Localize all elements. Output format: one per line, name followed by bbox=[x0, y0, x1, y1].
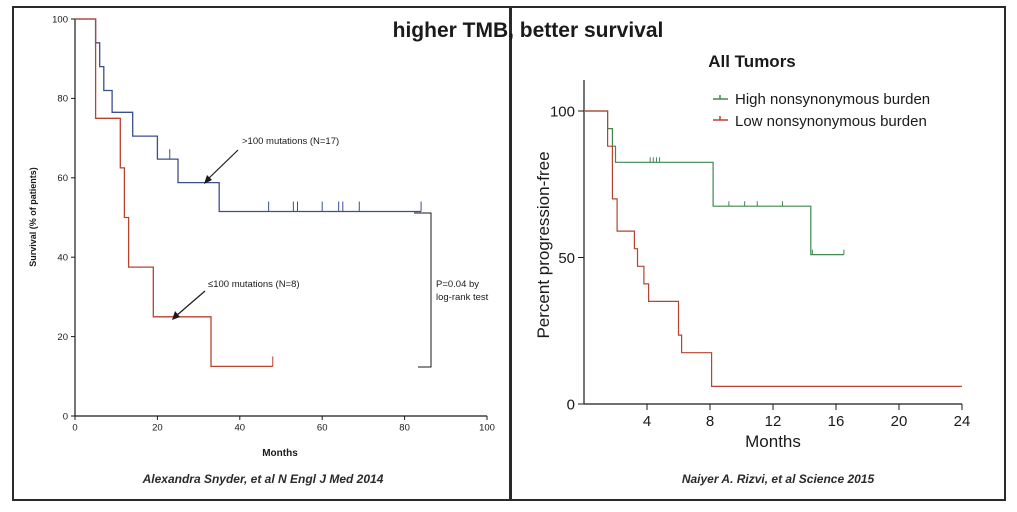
pvalue-bracket bbox=[414, 212, 432, 368]
left-panel-frame bbox=[12, 6, 511, 501]
left-series-line-0 bbox=[75, 18, 422, 213]
left-citation: Alexandra Snyder, et al N Engl J Med 201… bbox=[142, 472, 384, 486]
left-y-tick-label: 40 bbox=[57, 253, 68, 264]
left-x-tick-label: 80 bbox=[399, 423, 410, 434]
left-series-group bbox=[75, 18, 422, 368]
pvalue-text-line2: log-rank test bbox=[436, 292, 489, 303]
left-axes bbox=[74, 19, 487, 417]
right-x-tick-label: 24 bbox=[954, 413, 971, 430]
right-panel-frame bbox=[510, 6, 1006, 501]
legend-label-low: Low nonsynonymous burden bbox=[735, 113, 927, 130]
right-ticks-group: 4 8 12 16 20 24 0 50 100 bbox=[550, 103, 970, 430]
slide-title: higher TMB, better survival bbox=[393, 19, 664, 42]
right-y-axis-label: Percent progression-free bbox=[534, 151, 553, 338]
right-y-tick-label: 0 bbox=[567, 396, 575, 413]
right-x-tick-label: 16 bbox=[828, 413, 845, 430]
pvalue-text-line1: P=0.04 by bbox=[436, 279, 479, 290]
left-high-label: >100 mutations (N=17) bbox=[242, 136, 339, 147]
left-gridlines: 0 20 40 60 80 100 0 20 40 60 80 100 bbox=[52, 14, 495, 433]
right-y-tick-label: 100 bbox=[550, 103, 575, 120]
left-y-tick-label: 0 bbox=[63, 411, 68, 422]
left-high-arrowhead bbox=[204, 175, 212, 184]
right-series-group bbox=[584, 110, 962, 387]
left-y-tick-label: 20 bbox=[57, 332, 68, 343]
left-y-tick-label: 80 bbox=[57, 94, 68, 105]
legend-label-high: High nonsynonymous burden bbox=[735, 91, 930, 108]
left-x-tick-label: 60 bbox=[317, 423, 328, 434]
right-x-tick-label: 20 bbox=[891, 413, 908, 430]
right-x-tick-label: 8 bbox=[706, 413, 714, 430]
right-citation: Naiyer A. Rizvi, et al Science 2015 bbox=[682, 472, 875, 486]
left-y-tick-label: 60 bbox=[57, 173, 68, 184]
left-x-tick-label: 0 bbox=[72, 423, 77, 434]
left-x-tick-label: 40 bbox=[235, 423, 246, 434]
left-series-line-1 bbox=[75, 18, 273, 368]
left-y-axis-label: Survival (% of patients) bbox=[28, 167, 38, 267]
left-x-tick-label: 100 bbox=[479, 423, 495, 434]
left-low-arrowhead bbox=[172, 311, 180, 320]
right-legend: High nonsynonymous burden Low nonsynonym… bbox=[713, 91, 930, 130]
left-x-axis-label: Months bbox=[262, 448, 298, 459]
left-low-label: ≤100 mutations (N=8) bbox=[208, 279, 300, 290]
left-chart: 0 20 40 60 80 100 0 20 40 60 80 100 Months Survival… bbox=[28, 14, 495, 486]
right-chart-title: All Tumors bbox=[708, 52, 796, 71]
right-x-tick-label: 4 bbox=[643, 413, 651, 430]
right-y-tick-label: 50 bbox=[558, 250, 575, 267]
left-low-arrow bbox=[175, 290, 206, 317]
left-high-arrow bbox=[206, 149, 239, 181]
right-x-tick-label: 12 bbox=[765, 413, 782, 430]
left-x-tick-label: 20 bbox=[152, 423, 163, 434]
left-y-tick-label: 100 bbox=[52, 14, 68, 25]
right-chart: All Tumors 4 8 12 16 20 24 0 50 100 Months Perce… bbox=[534, 52, 970, 486]
right-series-line-1 bbox=[584, 110, 962, 387]
right-x-axis-label: Months bbox=[745, 432, 801, 451]
